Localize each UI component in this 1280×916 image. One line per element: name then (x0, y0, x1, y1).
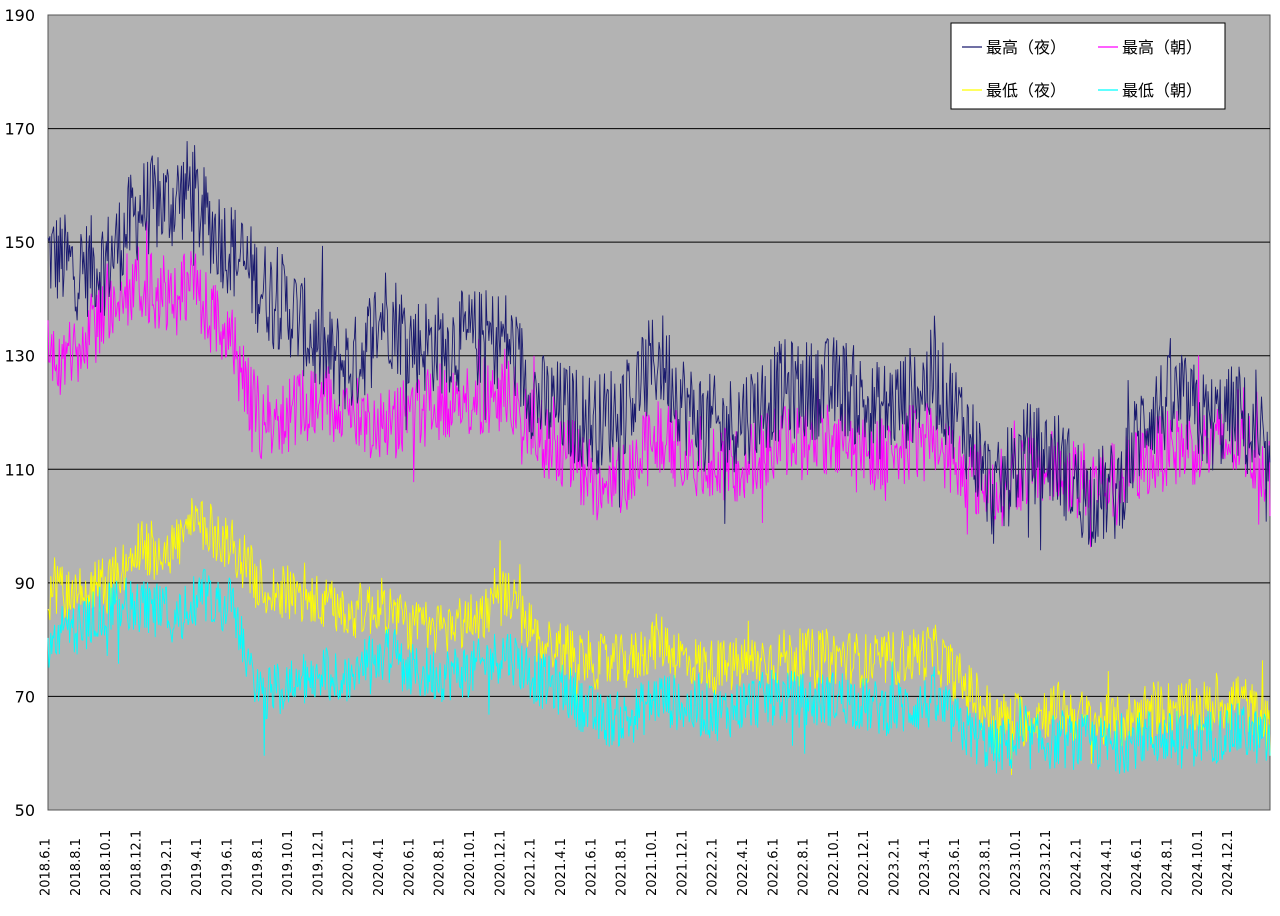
x-tick-label: 2020.4.1 (372, 838, 387, 896)
x-tick-label: 2022.12.1 (857, 830, 872, 896)
x-tick-label: 2020.2.1 (342, 838, 357, 896)
x-tick-label: 2019.12.1 (311, 830, 326, 896)
x-axis-ticks: 2018.6.1 2018.8.1 2018.10.1 2018.12.1 2019.2… (39, 830, 1237, 896)
x-tick-label: 2019.6.1 (220, 838, 235, 896)
x-tick-label: 2021.6.1 (584, 838, 599, 896)
y-tick-label: 90 (15, 574, 35, 593)
x-tick-label: 2019.10.1 (281, 830, 296, 896)
x-tick-label: 2020.6.1 (402, 838, 417, 896)
y-tick-label: 170 (4, 120, 35, 139)
x-tick-label: 2019.4.1 (190, 838, 205, 896)
x-tick-label: 2018.8.1 (69, 838, 84, 896)
series-line-2 (47, 498, 1271, 776)
x-tick-label: 2021.4.1 (554, 838, 569, 896)
x-tick-label: 2023.12.1 (1039, 830, 1054, 896)
legend-label-0: 最高（夜） (986, 38, 1066, 57)
x-tick-label: 2021.10.1 (645, 830, 660, 896)
series-line-0 (47, 141, 1271, 551)
x-tick-label: 2018.12.1 (129, 830, 144, 896)
legend-box (950, 22, 1226, 110)
x-tick-label: 2021.12.1 (675, 830, 690, 896)
y-tick-label: 130 (4, 347, 35, 366)
x-tick-label: 2024.2.1 (1069, 838, 1084, 896)
y-tick-label: 50 (15, 801, 35, 820)
legend-label-1: 最高（朝） (1122, 38, 1202, 57)
x-tick-label: 2021.8.1 (615, 838, 630, 896)
y-axis-ticks: 50 70 90 110 130 150 170 190 (4, 6, 35, 820)
x-tick-label: 2021.2.1 (524, 838, 539, 896)
x-tick-label: 2023.6.1 (948, 838, 963, 896)
y-tick-label: 150 (4, 233, 35, 252)
y-tick-label: 110 (4, 460, 35, 479)
x-tick-label: 2020.8.1 (433, 838, 448, 896)
y-tick-label: 70 (15, 687, 35, 706)
x-tick-label: 2023.10.1 (1009, 830, 1024, 896)
x-tick-label: 2022.6.1 (766, 838, 781, 896)
x-tick-label: 2022.10.1 (827, 830, 842, 896)
series-line-3 (47, 568, 1271, 774)
series-layer (47, 141, 1271, 776)
x-tick-label: 2022.2.1 (706, 838, 721, 896)
x-tick-label: 2020.10.1 (463, 830, 478, 896)
grid-lines (48, 128, 1270, 697)
x-tick-label: 2020.12.1 (493, 830, 508, 896)
x-tick-label: 2023.4.1 (918, 838, 933, 896)
x-tick-label: 2022.8.1 (797, 838, 812, 896)
x-tick-label: 2024.6.1 (1130, 838, 1145, 896)
x-tick-label: 2019.8.1 (251, 838, 266, 896)
x-tick-label: 2018.10.1 (99, 830, 114, 896)
legend: 最高（夜） 最高（朝） 最低（夜） 最低（朝） (950, 22, 1226, 110)
plot-area (47, 14, 1271, 811)
x-tick-label: 2018.6.1 (39, 838, 54, 896)
x-tick-label: 2019.2.1 (160, 838, 175, 896)
x-tick-label: 2023.8.1 (979, 838, 994, 896)
x-tick-label: 2024.10.1 (1191, 830, 1206, 896)
legend-label-3: 最低（朝） (1122, 81, 1202, 100)
x-tick-label: 2024.12.1 (1221, 830, 1236, 896)
legend-label-2: 最低（夜） (986, 81, 1066, 100)
x-tick-label: 2024.8.1 (1160, 838, 1175, 896)
x-tick-label: 2023.2.1 (888, 838, 903, 896)
y-tick-label: 190 (4, 6, 35, 25)
x-tick-label: 2022.4.1 (736, 838, 751, 896)
x-tick-label: 2024.4.1 (1100, 838, 1115, 896)
